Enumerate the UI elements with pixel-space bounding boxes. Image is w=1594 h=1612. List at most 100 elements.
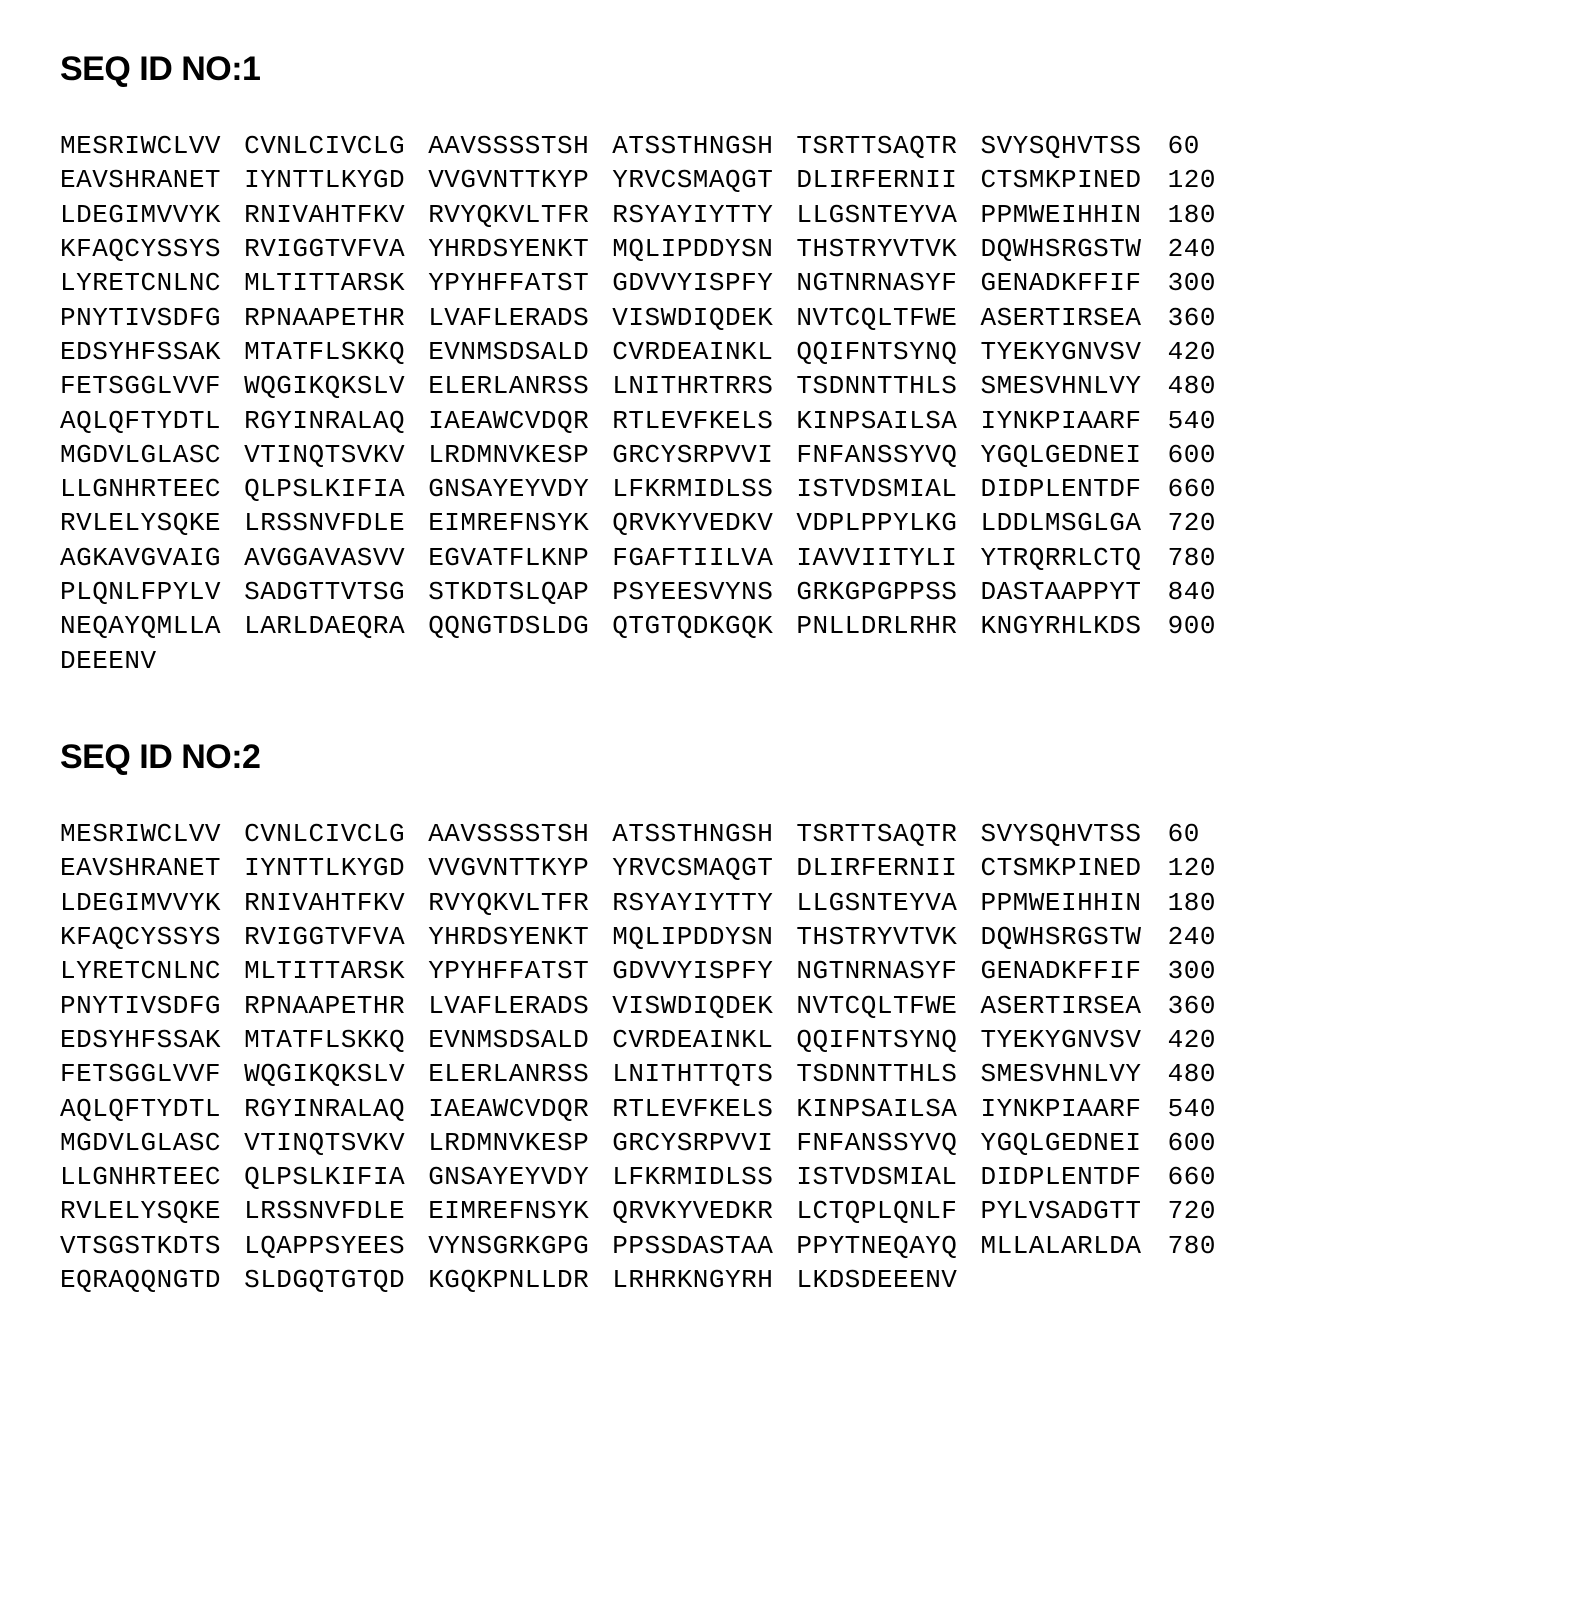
sequence-block: SMESVHNLVY	[980, 1057, 1164, 1091]
sequence-position: 900	[1165, 609, 1231, 643]
sequence-row: KFAQCYSSYSRVIGGTVFVAYHRDSYENKTMQLIPDDYSN…	[60, 920, 1534, 954]
sequence-block: EAVSHRANET	[60, 163, 244, 197]
sequence-block: WQGIKQKSLV	[244, 369, 428, 403]
sequence-position: 180	[1165, 198, 1231, 232]
sequence-block: MQLIPDDYSN	[612, 232, 796, 266]
sequence-block: PSYEESVYNS	[612, 575, 796, 609]
sequence-block: GNSAYEYVDY	[428, 472, 612, 506]
sequence-block: IAEAWCVDQR	[428, 404, 612, 438]
sequence-row: MGDVLGLASCVTINQTSVKVLRDMNVKESPGRCYSRPVVI…	[60, 1126, 1534, 1160]
sequence-row: LDEGIMVVYKRNIVAHTFKVRVYQKVLTFRRSYAYIYTTY…	[60, 198, 1534, 232]
sequence-row: PNYTIVSDFGRPNAAPETHRLVAFLERADSVISWDIQDEK…	[60, 989, 1534, 1023]
sequence-block: DLIRFERNII	[796, 851, 980, 885]
sequence-block: RPNAAPETHR	[244, 301, 428, 335]
sequence-block: FETSGGLVVF	[60, 1057, 244, 1091]
sequence-block: PPMWEIHHIN	[980, 886, 1164, 920]
sequence-block: LVAFLERADS	[428, 301, 612, 335]
sequence-block: ELERLANRSS	[428, 369, 612, 403]
sequence-block: AAVSSSSTSH	[428, 129, 612, 163]
sequence-block: RVYQKVLTFR	[428, 886, 612, 920]
sequence-block: RTLEVFKELS	[612, 404, 796, 438]
sequence-block: LDEGIMVVYK	[60, 886, 244, 920]
sequence-row: DEEENV	[60, 644, 1534, 678]
sequence-block: FETSGGLVVF	[60, 369, 244, 403]
sequence-position: 120	[1165, 163, 1231, 197]
sequence-position: 240	[1165, 920, 1231, 954]
sequence-block: PNYTIVSDFG	[60, 989, 244, 1023]
sequence-row: FETSGGLVVFWQGIKQKSLVELERLANRSSLNITHTTQTS…	[60, 1057, 1534, 1091]
sequence-position: 780	[1165, 541, 1231, 575]
sequence-block: IYNKPIAARF	[980, 1092, 1164, 1126]
sequence-block: PLQNLFPYLV	[60, 575, 244, 609]
sequence-block: RNIVAHTFKV	[244, 198, 428, 232]
sequence-block: EDSYHFSSAK	[60, 335, 244, 369]
sequence-block: LLGNHRTEEC	[60, 1160, 244, 1194]
sequence-block: QQIFNTSYNQ	[796, 1023, 980, 1057]
sequence-block: PPYTNEQAYQ	[796, 1229, 980, 1263]
sequence-block: YHRDSYENKT	[428, 232, 612, 266]
sequence-row: EAVSHRANETIYNTTLKYGDVVGVNTTKYPYRVCSMAQGT…	[60, 163, 1534, 197]
sequence-block: QQNGTDSLDG	[428, 609, 612, 643]
sequence-row: AGKAVGVAIGAVGGAVASVVEGVATFLKNPFGAFTIILVA…	[60, 541, 1534, 575]
sequence-block: DIDPLENTDF	[980, 472, 1164, 506]
sequence-block: SMESVHNLVY	[980, 369, 1164, 403]
sequence-block: YRVCSMAQGT	[612, 163, 796, 197]
sequence-block: VTINQTSVKV	[244, 1126, 428, 1160]
sequence-block: EGVATFLKNP	[428, 541, 612, 575]
sequence-block: DLIRFERNII	[796, 163, 980, 197]
sequence-row: LYRETCNLNCMLTITTARSKYPYHFFATSTGDVVYISPFY…	[60, 266, 1534, 300]
sequence-block: EVNMSDSALD	[428, 335, 612, 369]
sequence-block: KINPSAILSA	[796, 404, 980, 438]
sequence-position: 840	[1165, 575, 1231, 609]
sequence-position: 660	[1165, 1160, 1231, 1194]
sequence-block: LLGSNTEYVA	[796, 886, 980, 920]
sequence-section: SEQ ID NO:1MESRIWCLVVCVNLCIVCLGAAVSSSSTS…	[60, 50, 1534, 678]
sequence-position: 480	[1165, 369, 1231, 403]
sequence-block: AQLQFTYDTL	[60, 404, 244, 438]
sequence-block: VDPLPPYLKG	[796, 506, 980, 540]
sequence-block: LLGSNTEYVA	[796, 198, 980, 232]
sequence-row: VTSGSTKDTSLQAPPSYEESVYNSGRKGPGPPSSDASTAA…	[60, 1229, 1534, 1263]
sequence-block: RVYQKVLTFR	[428, 198, 612, 232]
sequence-row: EQRAQQNGTDSLDGQTGTQDKGQKPNLLDRLRHRKNGYRH…	[60, 1263, 1534, 1297]
sequence-block: YPYHFFATST	[428, 954, 612, 988]
sequence-block: GRKGPGPPSS	[796, 575, 980, 609]
sequence-block: PPMWEIHHIN	[980, 198, 1164, 232]
sequence-block: LCTQPLQNLF	[796, 1194, 980, 1228]
sequence-position: 300	[1165, 266, 1231, 300]
sequence-block: GNSAYEYVDY	[428, 1160, 612, 1194]
sequence-title: SEQ ID NO:2	[60, 738, 1534, 777]
sequence-block: TSRTTSAQTR	[796, 129, 980, 163]
sequence-block: VTSGSTKDTS	[60, 1229, 244, 1263]
sequence-block: PNLLDRLRHR	[796, 609, 980, 643]
sequence-block: SVYSQHVTSS	[980, 817, 1164, 851]
sequence-block: EQRAQQNGTD	[60, 1263, 244, 1297]
sequence-block: VYNSGRKGPG	[428, 1229, 612, 1263]
sequence-block: STKDTSLQAP	[428, 575, 612, 609]
sequence-block: RGYINRALAQ	[244, 404, 428, 438]
sequence-block: LDDLMSGLGA	[980, 506, 1164, 540]
sequence-block: FNFANSSYVQ	[796, 438, 980, 472]
sequence-block: TYEKYGNVSV	[980, 1023, 1164, 1057]
sequence-block: LNITHRTRRS	[612, 369, 796, 403]
sequence-position: 540	[1165, 1092, 1231, 1126]
sequence-block: DIDPLENTDF	[980, 1160, 1164, 1194]
sequence-block: RVLELYSQKE	[60, 506, 244, 540]
sequence-block: RVIGGTVFVA	[244, 920, 428, 954]
sequence-block: KFAQCYSSYS	[60, 232, 244, 266]
sequence-body: MESRIWCLVVCVNLCIVCLGAAVSSSSTSHATSSTHNGSH…	[60, 817, 1534, 1297]
sequence-block: EVNMSDSALD	[428, 1023, 612, 1057]
sequence-block: YTRQRRLCTQ	[980, 541, 1164, 575]
sequence-block: CVRDEAINKL	[612, 335, 796, 369]
sequence-block: AAVSSSSTSH	[428, 817, 612, 851]
sequence-block: LKDSDEEENV	[796, 1263, 980, 1297]
sequence-section: SEQ ID NO:2 MESRIWCLVVCVNLCIVCLGAAVSSSSTS…	[60, 738, 1534, 1297]
sequence-block: MGDVLGLASC	[60, 438, 244, 472]
sequence-block: AVGGAVASVV	[244, 541, 428, 575]
sequence-block: NVTCQLTFWE	[796, 989, 980, 1023]
sequence-position: 60	[1165, 129, 1231, 163]
sequence-block: QLPSLKIFIA	[244, 1160, 428, 1194]
sequence-position: 660	[1165, 472, 1231, 506]
sequence-block: RVLELYSQKE	[60, 1194, 244, 1228]
sequence-block: IAEAWCVDQR	[428, 1092, 612, 1126]
